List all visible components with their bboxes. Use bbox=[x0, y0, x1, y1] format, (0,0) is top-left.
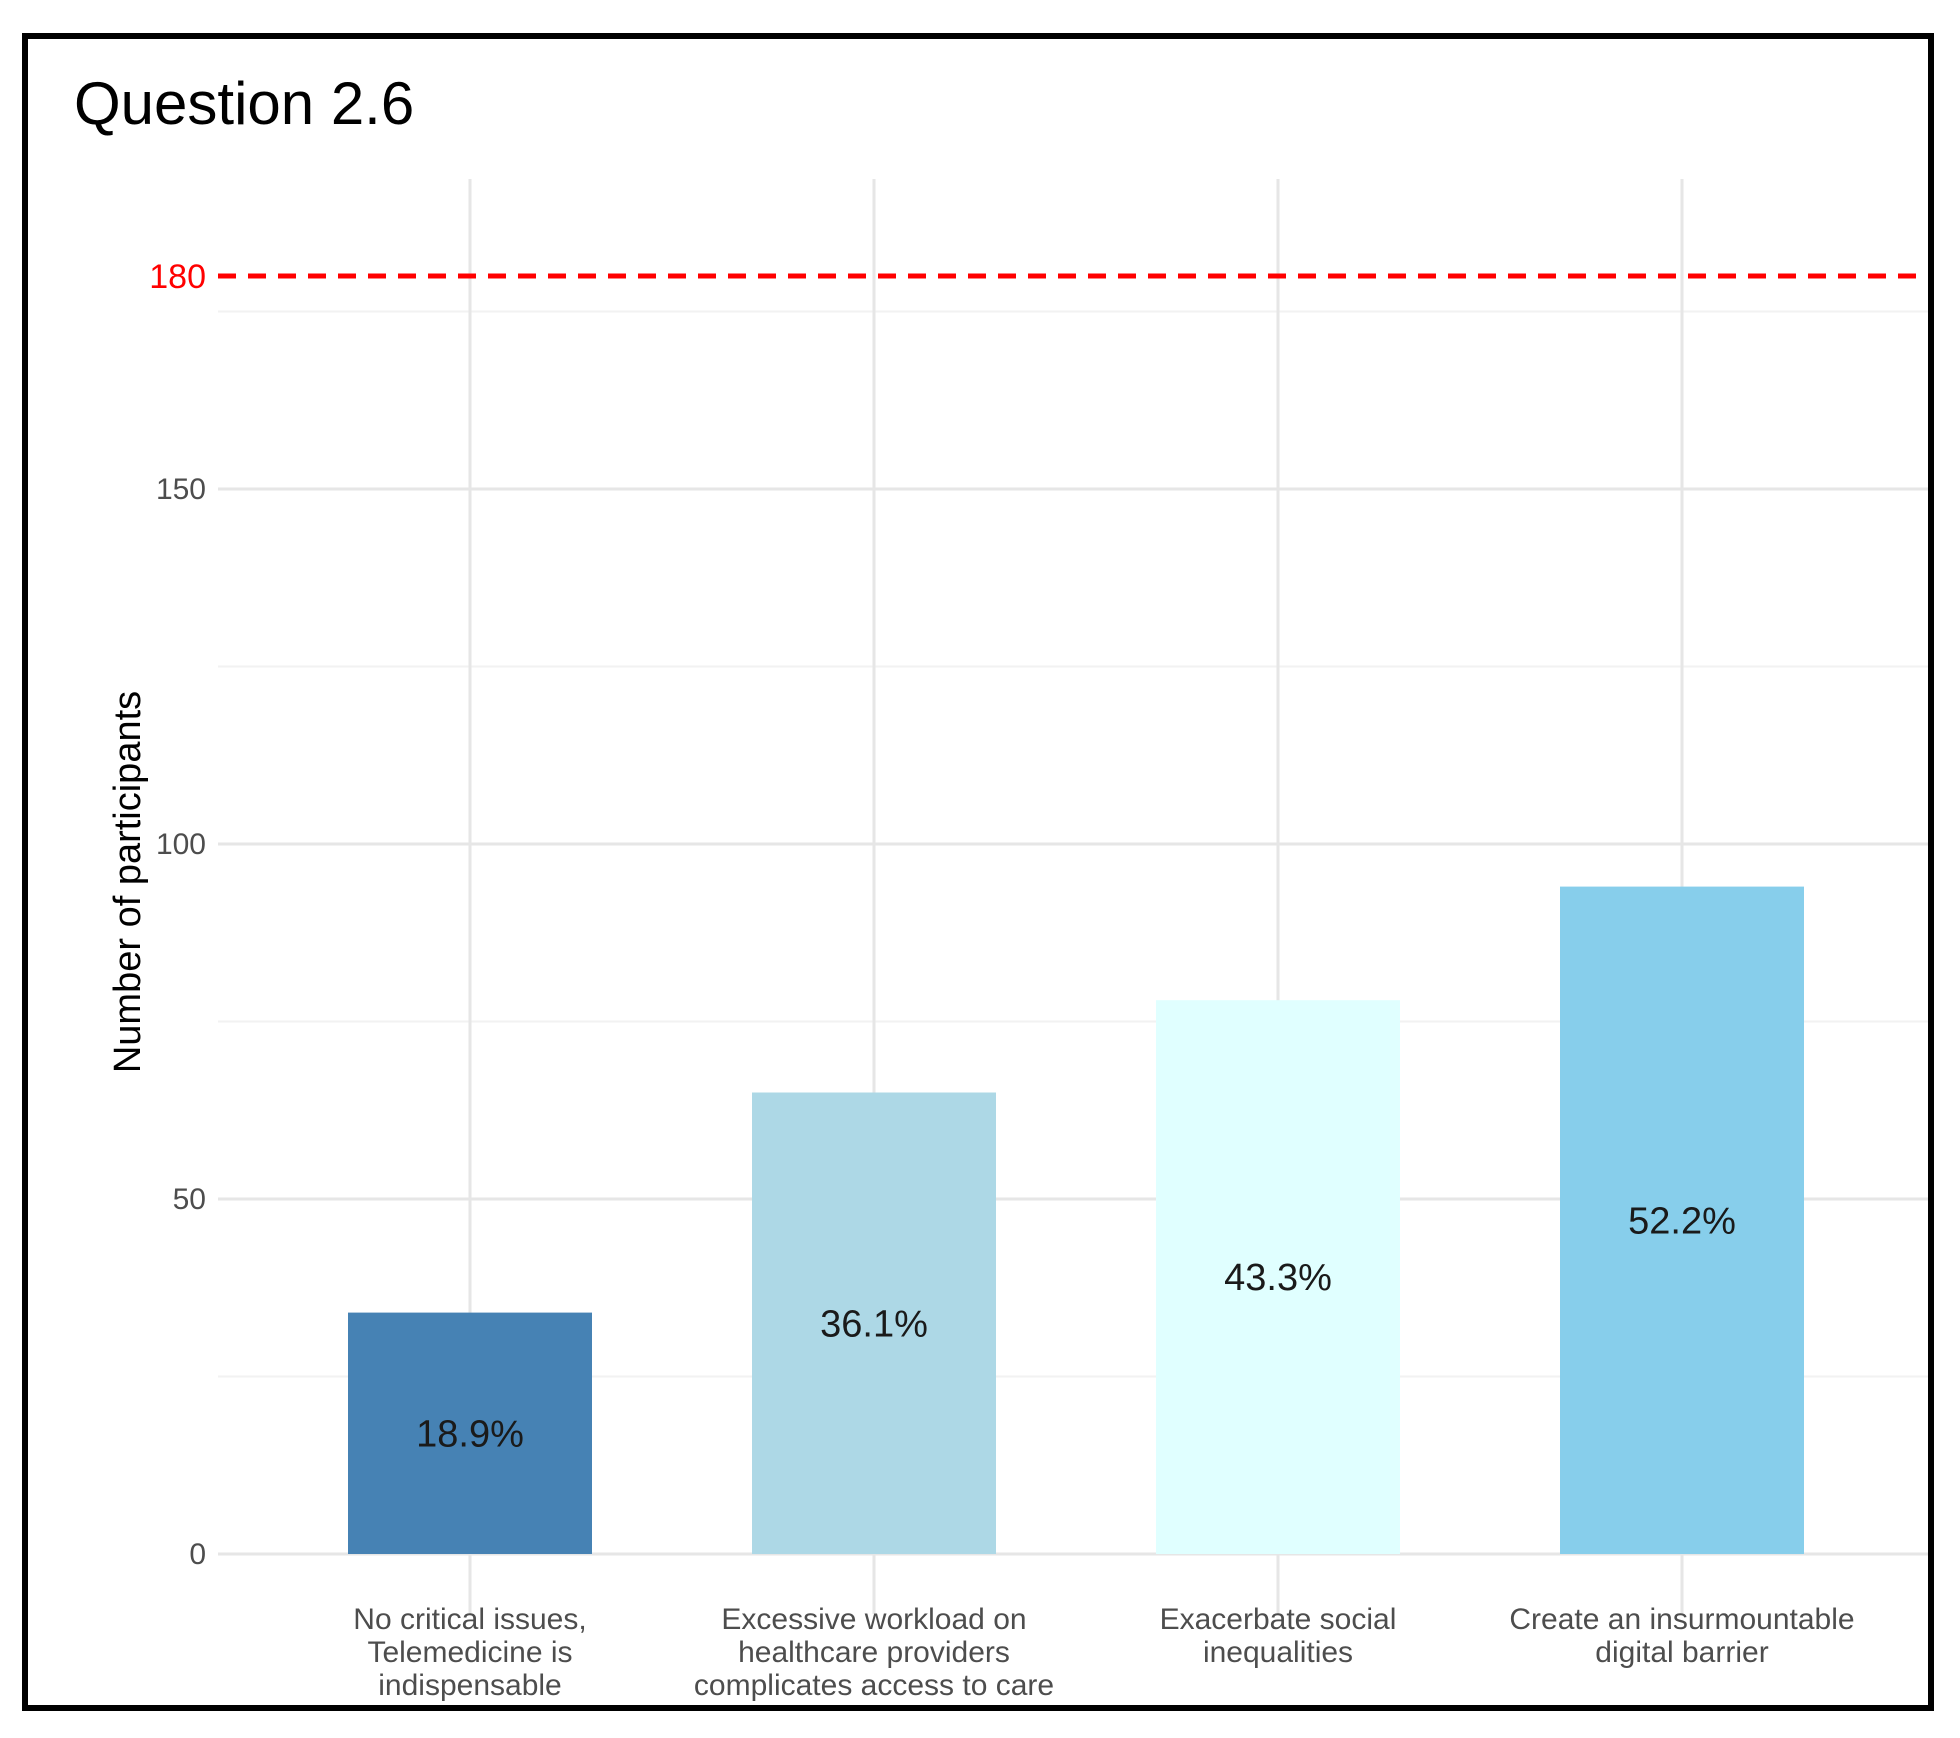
x-category-label: Create an insurmountable digital barrier bbox=[1509, 1603, 1854, 1669]
bar-value-label: 36.1% bbox=[820, 1303, 928, 1345]
x-category-label-line: digital barrier bbox=[1595, 1636, 1768, 1669]
x-category-label: Exacerbate social inequalities bbox=[1160, 1603, 1397, 1669]
bar-value-label: 18.9% bbox=[416, 1413, 524, 1455]
y-tick-label: 0 bbox=[189, 1538, 206, 1571]
bar-value-label: 52.2% bbox=[1628, 1200, 1736, 1242]
bar-value-label: 43.3% bbox=[1224, 1257, 1332, 1299]
chart-canvas: 0 50 100 150 18.9% 36.1% 43.3% 52.2% No critical… bbox=[107, 179, 1928, 1702]
x-category-label-line: Excessive workload on bbox=[721, 1603, 1026, 1636]
x-category-label-line: Telemedicine is bbox=[367, 1636, 572, 1669]
x-category-label-line: complicates access to care bbox=[694, 1669, 1054, 1702]
bar bbox=[1156, 1000, 1400, 1554]
x-category-label-line: indispensable bbox=[378, 1669, 561, 1702]
x-category-label-line: Exacerbate social bbox=[1160, 1603, 1397, 1636]
y-tick-label: 50 bbox=[173, 1183, 206, 1216]
x-category-label-line: healthcare providers bbox=[738, 1636, 1010, 1669]
x-category-label-line: No critical issues, bbox=[353, 1603, 586, 1636]
x-category-label-line: Create an insurmountable bbox=[1509, 1603, 1854, 1636]
bar bbox=[348, 1312, 592, 1554]
y-axis-title: Number of participants bbox=[107, 691, 149, 1073]
chart-title: Question 2.6 bbox=[74, 70, 415, 137]
chart-figure: Question 2.6 0 50 100 150 18.9% 36.1% 43.3% 52.… bbox=[22, 33, 1934, 1711]
reference-line-label: 180 bbox=[149, 258, 206, 296]
y-tick-label: 150 bbox=[156, 473, 206, 506]
x-category-label: No critical issues, Telemedicine is indisp… bbox=[353, 1603, 586, 1702]
y-tick-label: 100 bbox=[156, 828, 206, 861]
bar bbox=[1560, 886, 1804, 1554]
x-category-label: Excessive workload on healthcare provider… bbox=[694, 1603, 1054, 1702]
x-category-label-line: inequalities bbox=[1203, 1636, 1353, 1669]
bar bbox=[752, 1092, 996, 1554]
